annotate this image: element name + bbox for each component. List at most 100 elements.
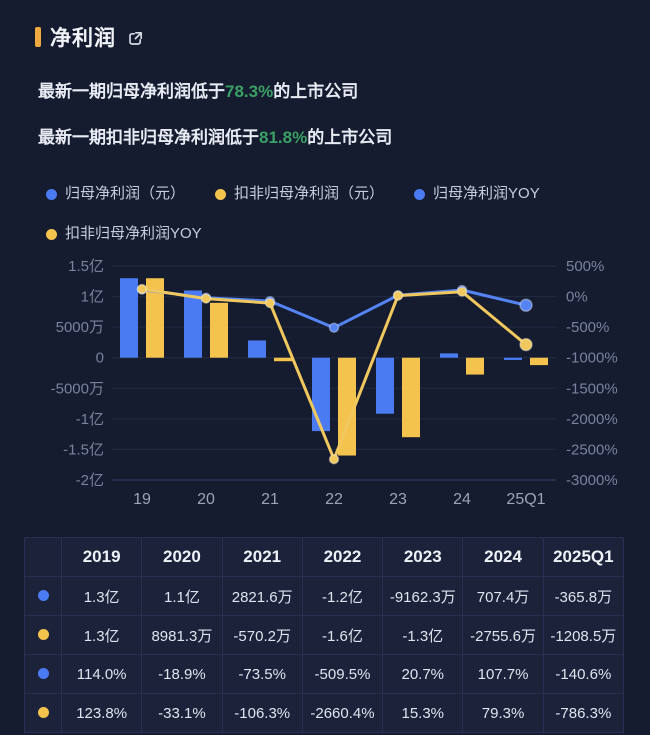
x-axis-label-22: 22 xyxy=(325,491,343,508)
left-axis-tick-label: 1.5亿 xyxy=(68,258,104,275)
table-year-header: 2021 xyxy=(221,537,303,577)
table-cell: -570.2万 xyxy=(221,615,303,655)
bar-扣非归母净利润（元）-23 xyxy=(402,357,420,438)
section-header: 净利润 xyxy=(35,22,650,52)
table-cell: 8981.3万 xyxy=(141,615,223,655)
legend-item-0[interactable]: 归母净利润（元） xyxy=(46,184,185,204)
bar-扣非归母净利润（元）-21 xyxy=(274,357,292,362)
table-year-header: 2020 xyxy=(141,537,223,577)
bar-扣非归母净利润（元）-25Q1 xyxy=(530,357,548,366)
table-year-header: 2019 xyxy=(60,537,143,577)
series-dot-cell xyxy=(24,693,62,733)
table-cell: -1.6亿 xyxy=(301,615,384,655)
series-dot-cell xyxy=(24,654,62,694)
external-link-icon[interactable] xyxy=(126,29,145,48)
summary-line-1: 最新一期归母净利润低于78.3%的上市公司 xyxy=(38,82,650,102)
table-row: 114.0% -18.9% -73.5% -509.5% 20.7% 107.7% -140… xyxy=(24,654,625,694)
bar-归母净利润（元）-23 xyxy=(376,357,394,414)
legend-dot-icon xyxy=(215,188,227,200)
table-row: 1.3亿 1.1亿 2821.6万 -1.2亿 -9162.3万 707.4万 -365.8… xyxy=(24,576,625,616)
legend-label: 扣非归母净利润（元） xyxy=(234,185,385,202)
legend-dot-icon xyxy=(46,228,57,240)
left-axis-tick-label: 5000万 xyxy=(56,319,104,336)
x-axis-label-19: 19 xyxy=(133,491,151,508)
point-扣非归母净利润YOY-20 xyxy=(200,293,212,304)
table-cell: 2821.6万 xyxy=(221,576,303,616)
table-row: 123.8% -33.1% -106.3% -2660.4% 15.3% 79.3% -78… xyxy=(24,693,625,733)
table-cell: 1.1亿 xyxy=(141,576,223,616)
point-归母净利润YOY-22 xyxy=(328,322,340,333)
table-cell: -2755.6万 xyxy=(462,615,544,655)
table-cell: -73.5% xyxy=(221,654,303,694)
left-axis-tick-label: 0 xyxy=(96,350,104,367)
series-dot-icon xyxy=(37,589,49,601)
point-归母净利润YOY-25Q1 xyxy=(519,298,533,312)
legend-item-1[interactable]: 扣非归母净利润（元） xyxy=(215,184,384,204)
bar-归母净利润（元）-21 xyxy=(248,340,266,358)
bar-归母净利润（元）-19 xyxy=(120,278,138,358)
table-cell: -9162.3万 xyxy=(382,576,464,616)
legend-item-2[interactable]: 归母净利润YOY xyxy=(414,184,540,204)
point-扣非归母净利润YOY-19 xyxy=(136,283,148,295)
legend-label: 归母净利润YOY xyxy=(433,185,540,202)
bar-归母净利润（元）-25Q1 xyxy=(504,357,522,360)
profit-combo-chart: 1.5亿 500% 1亿 0% 5000万 -500% 0 -1000% -5000万 -1500… xyxy=(51,258,618,508)
left-axis-tick-label: -1.5亿 xyxy=(63,441,104,458)
summary-1-prefix: 最新一期归母净利润低于 xyxy=(38,82,225,101)
right-axis-tick-label: -3000% xyxy=(566,472,618,489)
table-cell: -2660.4% xyxy=(301,693,384,733)
point-扣非归母净利润YOY-24 xyxy=(456,286,468,297)
left-axis-tick-label: -5000万 xyxy=(51,380,104,397)
title-marker-bar xyxy=(35,27,41,47)
table-year-header: 2025Q1 xyxy=(542,537,625,577)
bar-扣非归母净利润（元）-22 xyxy=(338,357,356,456)
bar-扣非归母净利润（元）-20 xyxy=(210,302,228,358)
table-cell: -365.8万 xyxy=(542,576,625,616)
series-dot-cell xyxy=(24,576,62,616)
summary-2-prefix: 最新一期扣非归母净利润低于 xyxy=(38,128,259,147)
legend-label: 扣非归母净利润YOY xyxy=(65,225,202,242)
bar-归母净利润（元）-20 xyxy=(184,290,202,358)
series-dot-icon xyxy=(37,706,49,718)
table-cell: 15.3% xyxy=(382,693,464,733)
table-cell: 1.3亿 xyxy=(60,576,143,616)
table-cell: 107.7% xyxy=(462,654,544,694)
bar-扣非归母净利润（元）-24 xyxy=(466,357,484,375)
chart-legend: 归母净利润（元） 扣非归母净利润（元） 归母净利润YOY 扣非归母净利润YOY xyxy=(46,184,606,244)
point-扣非归母净利润YOY-25Q1 xyxy=(519,337,533,352)
table-cell: -18.9% xyxy=(141,654,223,694)
x-axis-label-24: 24 xyxy=(453,491,471,508)
legend-item-3[interactable]: 扣非归母净利润YOY xyxy=(46,224,202,244)
profit-data-table: 2019 2020 2021 2022 2023 2024 2025Q1 1.3亿 1.1亿 28… xyxy=(24,537,625,733)
table-cell: -786.3% xyxy=(542,693,625,733)
page-title: 净利润 xyxy=(50,27,116,50)
summary-1-suffix: 的上市公司 xyxy=(273,82,359,101)
x-axis-label-25Q1: 25Q1 xyxy=(506,491,545,508)
x-axis-label-23: 23 xyxy=(389,491,407,508)
summary-line-2: 最新一期扣非归母净利润低于81.8%的上市公司 xyxy=(38,128,650,148)
legend-dot-icon xyxy=(414,188,426,200)
table-year-header: 2023 xyxy=(382,537,464,577)
table-cell: 1.3亿 xyxy=(60,615,143,655)
table-year-header: 2024 xyxy=(462,537,544,577)
right-axis-tick-label: -1000% xyxy=(566,350,618,367)
x-axis-label-21: 21 xyxy=(261,491,279,508)
table-row: 1.3亿 8981.3万 -570.2万 -1.6亿 -1.3亿 -2755.6万 -120… xyxy=(24,615,625,655)
table-cell: -1208.5万 xyxy=(542,615,625,655)
right-axis-tick-label: -2500% xyxy=(566,441,618,458)
summary-2-highlight: 81.8% xyxy=(259,128,308,147)
series-dot-cell xyxy=(24,615,62,655)
left-axis-tick-label: -1亿 xyxy=(76,411,104,428)
table-cell: 79.3% xyxy=(462,693,544,733)
bar-归母净利润（元）-24 xyxy=(440,353,458,358)
table-cell: -1.2亿 xyxy=(301,576,384,616)
point-扣非归母净利润YOY-21 xyxy=(264,297,276,309)
bar-归母净利润（元）-22 xyxy=(312,357,330,432)
right-axis-tick-label: -500% xyxy=(566,319,609,336)
table-cell: 114.0% xyxy=(60,654,143,694)
left-axis-tick-label: -2亿 xyxy=(76,472,104,489)
table-header-row: 2019 2020 2021 2022 2023 2024 2025Q1 xyxy=(24,537,625,577)
chart-area: 1.5亿 500% 1亿 0% 5000万 -500% 0 -1000% -5000万 -1500… xyxy=(0,252,650,525)
table-cell: -140.6% xyxy=(542,654,625,694)
